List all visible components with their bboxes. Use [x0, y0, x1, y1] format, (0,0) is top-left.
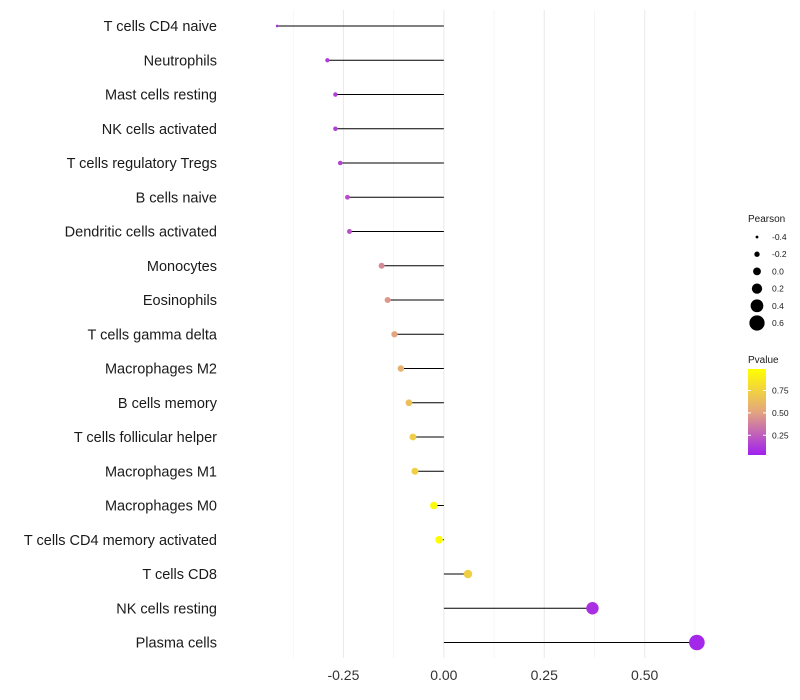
category-label: T cells CD8 [142, 567, 217, 583]
data-point [333, 92, 338, 97]
category-label: Plasma cells [136, 636, 217, 652]
legend-size-key [754, 251, 760, 257]
x-tick-label: 0.50 [631, 667, 658, 683]
data-point [409, 433, 417, 441]
legend-size-label: 0.2 [772, 284, 784, 294]
category-label: Macrophages M1 [105, 464, 217, 480]
category-label: T cells follicular helper [74, 430, 217, 446]
legend-size-key [749, 315, 765, 331]
legend-size-key [750, 299, 764, 313]
legend-size-label: 0.6 [772, 318, 784, 328]
data-point [397, 365, 405, 372]
category-label: B cells naive [136, 190, 217, 206]
data-point [463, 569, 473, 579]
category-label: Eosinophils [143, 293, 217, 309]
category-label: B cells memory [118, 396, 218, 412]
legend-size-key [755, 235, 759, 239]
data-point [325, 58, 330, 63]
data-point [435, 535, 443, 544]
data-point [384, 296, 391, 304]
category-label: T cells gamma delta [88, 327, 218, 343]
category-label: NK cells activated [102, 122, 217, 138]
x-tick-label: 0.00 [430, 667, 457, 683]
category-label: T cells regulatory Tregs [67, 156, 217, 172]
data-point [405, 399, 413, 407]
category-label: Neutrophils [144, 53, 217, 69]
data-point [333, 126, 338, 131]
legend-size-key [751, 283, 763, 294]
data-point [378, 262, 385, 269]
category-label: T cells CD4 memory activated [24, 533, 217, 549]
data-point [347, 229, 352, 234]
legend-pvalue: Pvalue 0.75 0.50 0.25 [748, 355, 789, 455]
data-point [586, 602, 599, 615]
legend-size-label: 0.0 [772, 266, 784, 276]
colorbar-tick-label: 0.50 [772, 408, 789, 418]
category-label: Mast cells resting [105, 88, 217, 104]
data-point [391, 331, 398, 338]
category-label: Dendritic cells activated [65, 225, 217, 241]
category-label: Monocytes [147, 259, 217, 275]
data-point [275, 24, 279, 28]
grid-layer [292, 10, 696, 658]
x-tick-label: -0.25 [327, 667, 359, 683]
point-layer [275, 24, 705, 651]
data-point [430, 501, 438, 510]
x-axis: -0.25 0.00 0.25 0.50 [327, 667, 658, 683]
colorbar-tick-label: 0.25 [772, 430, 789, 440]
data-point [337, 160, 343, 166]
legend-pearson: Pearson -0.4 -0.2 0.0 0.2 0.4 0.6 [748, 214, 787, 331]
legend-size-label: -0.2 [772, 249, 787, 259]
category-label: Macrophages M2 [105, 362, 217, 378]
legend-size-key [753, 267, 761, 276]
category-labels: T cells CD4 naive Neutrophils Mast cells r… [24, 19, 218, 652]
legend-size-label: -0.4 [772, 232, 787, 242]
category-label: T cells CD4 naive [104, 19, 217, 35]
data-point [411, 467, 419, 475]
colorbar [748, 369, 766, 455]
legend-pvalue-title: Pvalue [748, 355, 779, 366]
legend-size-label: 0.4 [772, 301, 784, 311]
category-label: NK cells resting [116, 601, 217, 617]
data-point [689, 634, 705, 651]
data-point [345, 194, 350, 200]
colorbar-tick-label: 0.75 [772, 386, 789, 396]
legend-pearson-title: Pearson [748, 214, 785, 225]
stem-layer [277, 25, 697, 643]
category-label: Macrophages M0 [105, 499, 217, 515]
x-tick-label: 0.25 [531, 667, 558, 683]
